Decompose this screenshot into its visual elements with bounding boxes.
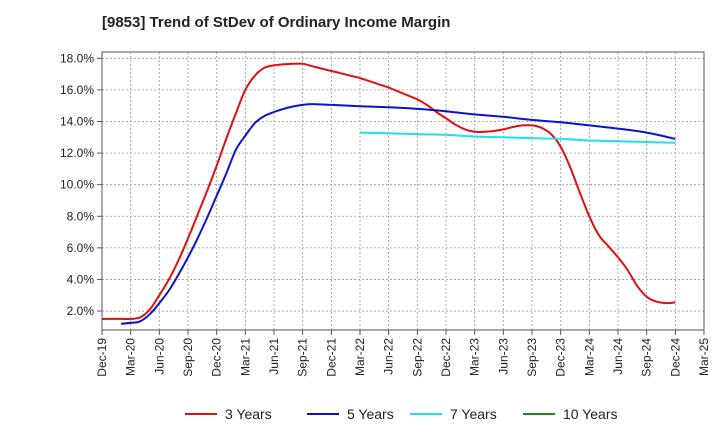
y-tick-label: 4.0% <box>67 272 95 286</box>
x-tick-label: Jun-20 <box>152 338 166 375</box>
legend-label-10-years: 10 Years <box>563 406 618 422</box>
y-tick-label: 14.0% <box>60 115 94 129</box>
x-tick-label: Dec-23 <box>554 338 568 377</box>
y-tick-label: 12.0% <box>60 146 94 160</box>
y-tick-label: 18.0% <box>60 51 94 65</box>
plot-frame <box>101 51 705 331</box>
x-tick-label: Dec-24 <box>668 338 682 377</box>
x-tick-label: Sep-23 <box>525 338 539 377</box>
legend-label-5-years: 5 Years <box>347 406 394 422</box>
legend-label-3-years: 3 Years <box>225 406 272 422</box>
x-tick-label: Dec-22 <box>439 338 453 377</box>
x-tick-label: Sep-20 <box>181 338 195 377</box>
legend: 3 Years 5 Years 7 Years 10 Years <box>185 406 618 422</box>
x-axis: Dec-19 Mar-20 Jun-20 Sep-20 Dec-20 Mar-21 Jun-… <box>95 330 711 377</box>
x-tick-label: Jun-22 <box>382 338 396 375</box>
x-tick-label: Dec-21 <box>324 338 338 377</box>
x-tick-label: Sep-21 <box>296 338 310 377</box>
grid <box>101 52 705 330</box>
y-tick-label: 16.0% <box>60 83 94 97</box>
chart-title: [9853] Trend of StDev of Ordinary Income… <box>102 14 451 31</box>
series-line-7-years <box>359 131 676 144</box>
y-tick-label: 8.0% <box>67 209 95 223</box>
y-tick-label: 2.0% <box>67 304 95 318</box>
series-line-5-years <box>121 103 676 325</box>
legend-label-7-years: 7 Years <box>450 406 497 422</box>
x-tick-label: Mar-21 <box>238 338 252 376</box>
x-tick-label: Sep-22 <box>410 338 424 377</box>
x-tick-label: Dec-19 <box>95 338 109 377</box>
x-tick-label: Mar-24 <box>582 338 596 376</box>
x-tick-label: Mar-23 <box>468 338 482 376</box>
x-tick-label: Jun-24 <box>611 338 625 375</box>
series-lines <box>102 62 676 325</box>
x-tick-label: Mar-22 <box>353 338 367 376</box>
x-tick-label: Jun-21 <box>267 338 281 375</box>
x-tick-label: Mar-25 <box>697 338 711 376</box>
series-line-3-years <box>102 62 676 321</box>
y-axis: 2.0% 4.0% 6.0% 8.0% 10.0% 12.0% 14.0% 16.0% 18.0… <box>60 51 102 318</box>
x-tick-label: Dec-20 <box>210 338 224 377</box>
x-tick-label: Jun-23 <box>496 338 510 375</box>
y-tick-label: 6.0% <box>67 241 95 255</box>
x-tick-label: Mar-20 <box>124 338 138 376</box>
y-tick-label: 10.0% <box>60 178 94 192</box>
x-tick-label: Sep-24 <box>640 338 654 377</box>
